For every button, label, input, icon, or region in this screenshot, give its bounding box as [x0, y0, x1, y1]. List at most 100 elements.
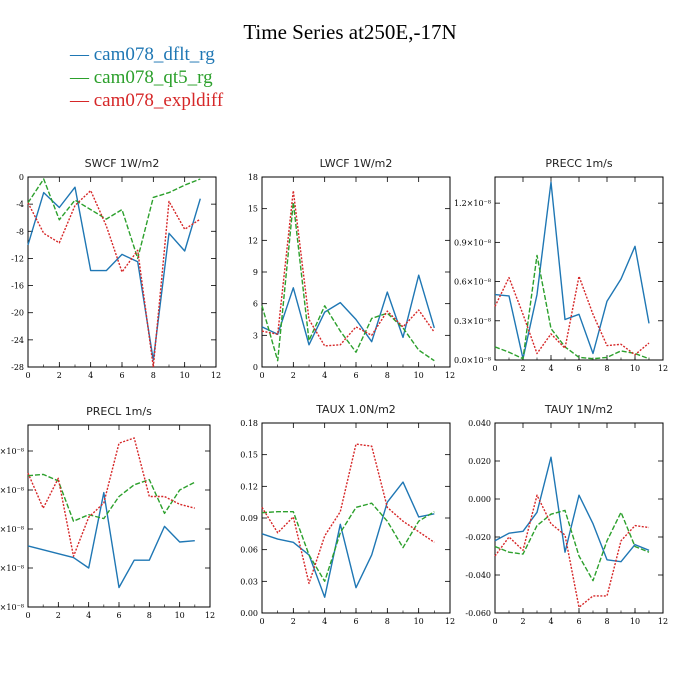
- x-tick-label: 2: [291, 371, 296, 380]
- y-tick-label: 9×10⁻⁸: [0, 486, 24, 495]
- x-tick-label: 4: [86, 611, 91, 620]
- y-tick-label: 0.6×10⁻⁸: [454, 278, 491, 287]
- y-tick-label: 0.9×10⁻⁸: [454, 238, 491, 247]
- page-title: Time Series at250E,-17N: [243, 20, 457, 44]
- x-tick-label: 0: [25, 371, 30, 380]
- x-tick-label: 8: [385, 371, 390, 380]
- legend-item-expl: — cam078_expldiff: [70, 90, 224, 111]
- x-tick-label: 0: [25, 611, 30, 620]
- series-line-1: [494, 456, 650, 563]
- series-line-2: [27, 178, 201, 260]
- x-tick-label: 8: [385, 617, 390, 626]
- x-tick-label: 12: [658, 364, 668, 373]
- series-line-1: [27, 491, 195, 589]
- series-line-2: [261, 502, 435, 582]
- x-tick-label: 10: [414, 371, 424, 380]
- plot-frame: [494, 176, 664, 361]
- y-tick-label: -12: [11, 254, 24, 263]
- y-tick-label: 2×10⁻⁸: [0, 447, 24, 456]
- x-tick-label: 2: [520, 364, 525, 373]
- x-tick-label: 0: [259, 371, 264, 380]
- panel-title: SWCF 1W/m2: [85, 157, 160, 170]
- y-tick-label: 6×10⁻⁸: [0, 525, 24, 534]
- series-line-3: [261, 443, 435, 585]
- chart-panel-3: PRECC 1m/s 0 2 4 6 8 10 12 0.0×10⁻⁸ 0.3×10⁻⁸ 0.6×1…: [454, 157, 668, 373]
- y-tick-label: 18: [248, 173, 258, 182]
- x-tick-label: 6: [353, 617, 358, 626]
- plot-frame: [494, 422, 664, 614]
- x-tick-label: 12: [205, 611, 215, 620]
- y-tick-label: 0.000: [468, 495, 491, 504]
- plot-frame: [261, 422, 451, 614]
- y-tick-label: 0.15: [240, 451, 258, 460]
- panel-title: LWCF 1W/m2: [320, 157, 393, 170]
- x-tick-label: 2: [57, 371, 62, 380]
- y-tick-label: -0.060: [465, 609, 491, 618]
- series-line-2: [261, 201, 435, 362]
- chart-panel-1: SWCF 1W/m2 0 2 4 6 8 10 12 -28 -24 -20 -16 -12 -8 -4 0: [11, 157, 221, 380]
- x-tick-label: 10: [175, 611, 185, 620]
- series-line-3: [494, 494, 650, 608]
- x-tick-label: 4: [322, 617, 327, 626]
- x-tick-label: 12: [658, 617, 668, 626]
- x-tick-label: 12: [445, 617, 455, 626]
- y-tick-label: 0.040: [468, 419, 491, 428]
- series-line-1: [27, 186, 201, 361]
- x-tick-label: 12: [445, 371, 455, 380]
- series-line-3: [261, 189, 435, 347]
- x-tick-label: 6: [116, 611, 121, 620]
- x-tick-label: 4: [88, 371, 93, 380]
- panel-title: TAUX 1.0N/m2: [315, 403, 396, 416]
- chart-panel-5: TAUX 1.0N/m2 0 2 4 6 8 10 12 0.00 0.03 0.06 0.09 0.1…: [240, 403, 455, 626]
- x-tick-label: 2: [520, 617, 525, 626]
- x-tick-label: 4: [548, 617, 553, 626]
- y-tick-label: 6: [253, 300, 258, 309]
- series-line-2: [494, 509, 650, 582]
- series-line-3: [494, 275, 650, 356]
- x-tick-label: 6: [576, 617, 581, 626]
- x-tick-label: 4: [322, 371, 327, 380]
- y-tick-label: 0: [19, 173, 24, 182]
- x-tick-label: 8: [147, 611, 152, 620]
- x-tick-label: 10: [414, 617, 424, 626]
- series-line-1: [494, 181, 650, 360]
- y-tick-label: 0.09: [240, 514, 258, 523]
- x-tick-label: 10: [630, 617, 640, 626]
- y-tick-label: 15: [248, 205, 258, 214]
- series-line-2: [494, 254, 650, 360]
- x-tick-label: 4: [548, 364, 553, 373]
- x-tick-label: 6: [353, 371, 358, 380]
- x-tick-label: 10: [630, 364, 640, 373]
- x-tick-label: 10: [180, 371, 190, 380]
- x-tick-label: 8: [604, 364, 609, 373]
- x-tick-label: 6: [119, 371, 124, 380]
- legend-item-dflt: — cam078_dflt_rg: [70, 44, 215, 65]
- x-tick-label: 0: [492, 617, 497, 626]
- y-tick-label: 3×10⁻⁸: [0, 564, 24, 573]
- x-tick-label: 6: [576, 364, 581, 373]
- y-tick-label: -4: [16, 200, 24, 209]
- chart-panel-2: LWCF 1W/m2 0 2 4 6 8 10 12 0 3 6 9 12 15 18: [248, 157, 455, 380]
- series-line-3: [27, 189, 201, 368]
- y-tick-label: -0.040: [465, 571, 491, 580]
- chart-panel-6: TAUY 1N/m2 0 2 4 6 8 10 12 -0.060 -0.040 -0.020 0.0…: [465, 403, 668, 626]
- x-tick-label: 0: [259, 617, 264, 626]
- x-tick-label: 8: [604, 617, 609, 626]
- y-tick-label: 3: [253, 331, 258, 340]
- series-line-1: [261, 274, 435, 346]
- legend-item-qt5: — cam078_qt5_rg: [70, 67, 213, 88]
- y-tick-label: 0.06: [240, 546, 258, 555]
- panel-title: TAUY 1N/m2: [544, 403, 613, 416]
- y-tick-label: 0.03: [240, 577, 258, 586]
- series-line-1: [261, 481, 435, 598]
- y-tick-label: 0.0×10⁻⁸: [454, 356, 491, 365]
- panel-title: PRECC 1m/s: [545, 157, 613, 170]
- legend: — cam078_dflt_rg — cam078_qt5_rg — cam07…: [70, 43, 223, 112]
- x-tick-label: 0: [492, 364, 497, 373]
- y-tick-label: -28: [11, 363, 24, 372]
- y-tick-label: -16: [11, 282, 24, 291]
- x-tick-label: 2: [56, 611, 61, 620]
- y-tick-label: 0.020: [468, 457, 491, 466]
- y-tick-label: -0.020: [465, 533, 491, 542]
